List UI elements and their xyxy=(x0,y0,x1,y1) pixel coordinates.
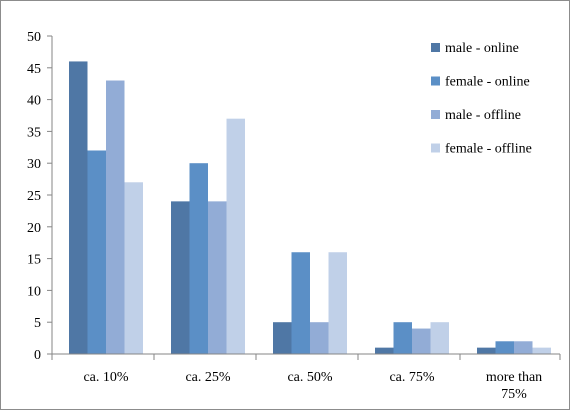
y-tick-label: 45 xyxy=(27,62,41,77)
y-tick-label: 30 xyxy=(27,157,41,172)
y-tick-label: 25 xyxy=(27,189,41,204)
x-tick-label: ca. 50% xyxy=(287,370,332,385)
bar-female-online-2 xyxy=(291,252,310,354)
bar-male-online-0 xyxy=(69,61,88,354)
bar-female-offline-1 xyxy=(226,118,245,355)
bar-female-online-4 xyxy=(495,341,514,354)
legend-swatch xyxy=(431,143,440,153)
x-tick-label: ca. 75% xyxy=(389,370,434,385)
bar-male-offline-4 xyxy=(514,341,533,354)
bar-female-online-3 xyxy=(393,322,412,354)
bar-female-offline-2 xyxy=(328,252,347,354)
bar-female-offline-0 xyxy=(124,182,143,354)
bar-male-online-2 xyxy=(273,322,292,354)
y-tick-label: 0 xyxy=(34,348,41,363)
legend-label: male - online xyxy=(445,41,519,56)
y-tick-label: 10 xyxy=(27,284,41,299)
bar-male-online-4 xyxy=(477,347,496,354)
bar-male-offline-0 xyxy=(106,80,125,355)
bar-female-offline-3 xyxy=(430,322,449,354)
y-axis: 0 5 10 15 20 25 30 35 40 45 50 xyxy=(27,30,53,363)
x-tick-label: more than xyxy=(486,370,542,385)
x-tick-label: 75% xyxy=(501,387,527,402)
bar-male-offline-2 xyxy=(310,322,329,354)
legend-swatch xyxy=(431,43,440,52)
y-tick-label: 5 xyxy=(34,316,41,331)
y-tick-label: 20 xyxy=(27,221,41,236)
legend-label: female - online xyxy=(445,75,530,90)
y-tick-label: 50 xyxy=(27,30,41,45)
y-tick-label: 35 xyxy=(27,125,41,140)
bar-female-online-0 xyxy=(87,150,106,354)
bar-male-online-3 xyxy=(375,347,394,354)
x-axis: ca. 10% ca. 25% ca. 50% ca. 75% more than 75% xyxy=(51,353,561,402)
legend-swatch xyxy=(431,110,440,119)
y-tick-label: 15 xyxy=(27,253,41,268)
legend: male - online female - online male - offli… xyxy=(431,41,532,157)
bar-male-offline-1 xyxy=(208,201,227,354)
bars xyxy=(69,61,551,355)
x-tick-label: ca. 10% xyxy=(83,370,128,385)
legend-label: male - offline xyxy=(445,108,521,123)
bar-female-offline-4 xyxy=(532,347,551,354)
bar-female-online-1 xyxy=(189,163,208,354)
x-tick-label: ca. 25% xyxy=(185,370,230,385)
legend-label: female - offline xyxy=(445,142,532,157)
y-tick-label: 40 xyxy=(27,94,41,109)
bar-male-offline-3 xyxy=(412,328,431,354)
bar-male-online-1 xyxy=(171,201,190,354)
legend-swatch xyxy=(431,76,440,86)
